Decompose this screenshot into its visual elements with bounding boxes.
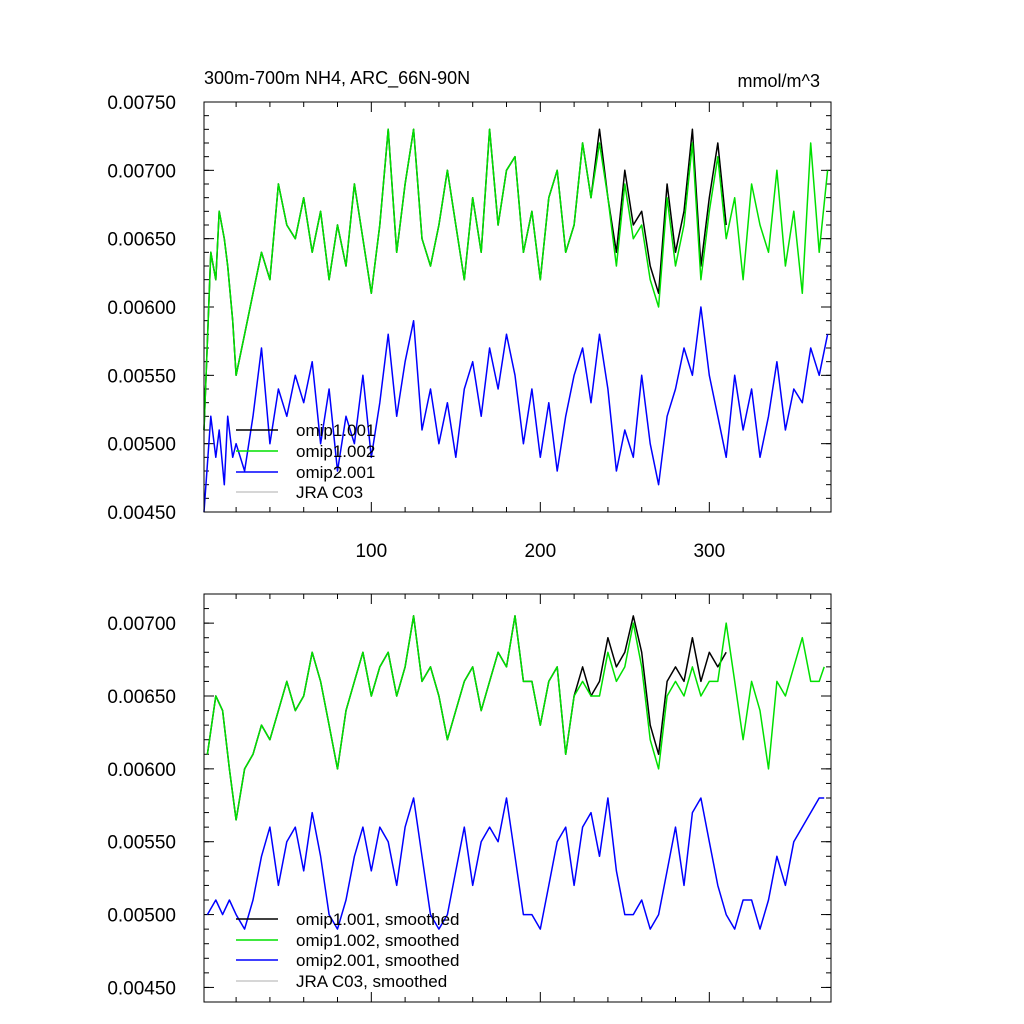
y-tick-label: 0.00750 (107, 93, 176, 114)
chart-title: 300m-700m NH4, ARC_66N-90N (204, 68, 470, 89)
legend-label-omip2-001: omip2.001 (296, 463, 375, 482)
top-plot-frame (203, 101, 832, 513)
y-tick-label: 0.00650 (107, 687, 176, 708)
bottom-legend: omip1.001, smoothed omip1.002, smoothed … (236, 910, 460, 991)
legend-label-omip1-002-smoothed: omip1.002, smoothed (296, 931, 460, 950)
y-tick-label: 0.00500 (107, 435, 176, 456)
top-series-omip2-001 (203, 306, 829, 513)
y-tick-label: 0.00650 (107, 230, 176, 251)
top-series-group (203, 128, 829, 513)
y-tick-label: 0.00700 (107, 161, 176, 182)
bottom-series-omip1-002-smoothed (206, 615, 825, 821)
legend-label-omip2-001-smoothed: omip2.001, smoothed (296, 951, 460, 970)
top-chart-panel: 300m-700m NH4, ARC_66N-90N mmol/m^3 0.00… (107, 68, 832, 562)
bottom-plot-frame (203, 593, 832, 1003)
y-tick-label: 0.00450 (107, 503, 176, 524)
legend-label-omip1-001: omip1.001 (296, 421, 375, 440)
y-tick-label: 0.00700 (107, 614, 176, 635)
legend-label-jra-c03: JRA C03 (296, 483, 363, 502)
y-tick-label: 0.00450 (107, 978, 176, 999)
bottom-series-group (206, 615, 825, 930)
y-tick-label: 0.00500 (107, 906, 176, 927)
y-tick-label: 0.00600 (107, 760, 176, 781)
top-legend: omip1.001 omip1.002 omip2.001 JRA C03 (236, 421, 375, 502)
x-tick-label: 300 (693, 541, 725, 562)
legend-label-omip1-001-smoothed: omip1.001, smoothed (296, 910, 460, 929)
y-tick-label: 0.00600 (107, 298, 176, 319)
bottom-axes: 0.00450 0.00500 0.00550 0.00600 0.00650 0.007… (107, 593, 831, 1003)
top-series-omip1-002 (203, 128, 829, 431)
x-tick-label: 200 (524, 541, 556, 562)
bottom-series-omip2-001-smoothed (206, 797, 825, 930)
x-tick-label: 100 (355, 541, 387, 562)
legend-label-omip1-002: omip1.002 (296, 442, 375, 461)
chart-units: mmol/m^3 (738, 71, 820, 91)
y-tick-label: 0.00550 (107, 833, 176, 854)
y-tick-label: 0.00550 (107, 366, 176, 387)
legend-label-jra-c03-smoothed: JRA C03, smoothed (296, 972, 447, 991)
top-axes: 0.00450 0.00500 0.00550 0.00600 0.00650 0.007… (107, 93, 831, 562)
bottom-chart-panel: 0.00450 0.00500 0.00550 0.00600 0.00650 0.007… (107, 593, 832, 1003)
